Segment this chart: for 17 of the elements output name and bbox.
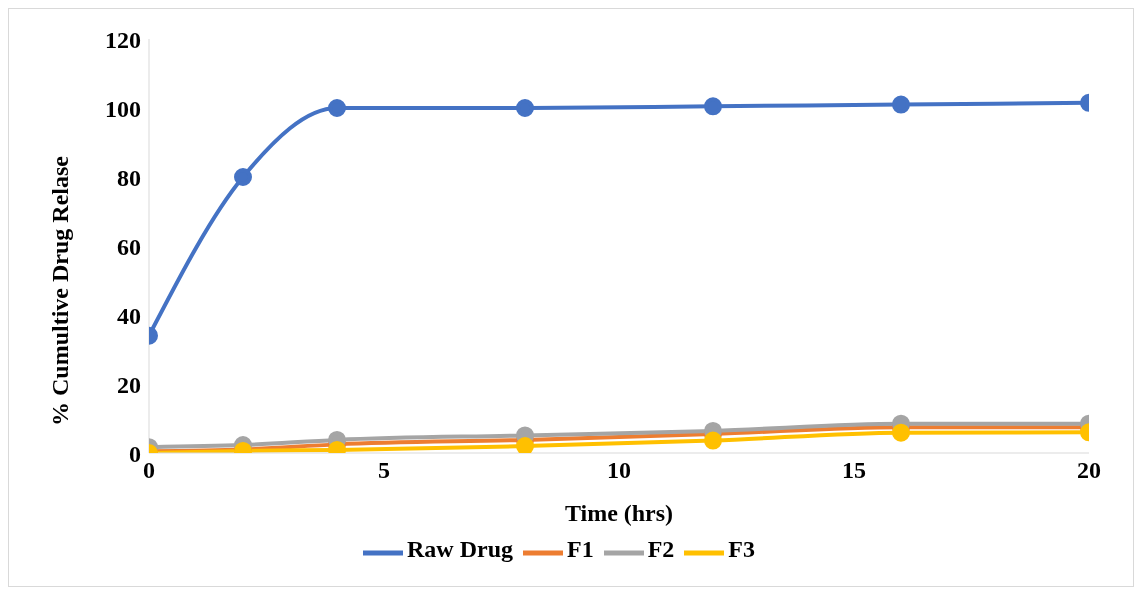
x-tick-label: 20 [1077, 457, 1101, 484]
legend-label: F3 [728, 535, 755, 562]
legend-label: F2 [647, 535, 675, 562]
y-tick-label: 80 [117, 164, 141, 191]
y-tick-label: 120 [105, 26, 141, 53]
y-tick-label: 20 [117, 371, 141, 398]
x-axis-title: Time (hrs) [564, 500, 674, 526]
y-tick-label: 100 [105, 95, 141, 122]
legend-label: F1 [566, 535, 594, 562]
x-tick-label: 10 [607, 457, 631, 484]
y-tick-label: 40 [117, 302, 141, 329]
legend-label: Raw Drug [406, 535, 513, 562]
y-axis-title: % Cumultive Drug Relase [46, 155, 73, 426]
y-tick-label: 0 [129, 440, 141, 467]
x-tick-label: 5 [378, 457, 390, 484]
y-tick-label: 60 [117, 233, 141, 260]
x-tick-label: 15 [842, 457, 866, 484]
